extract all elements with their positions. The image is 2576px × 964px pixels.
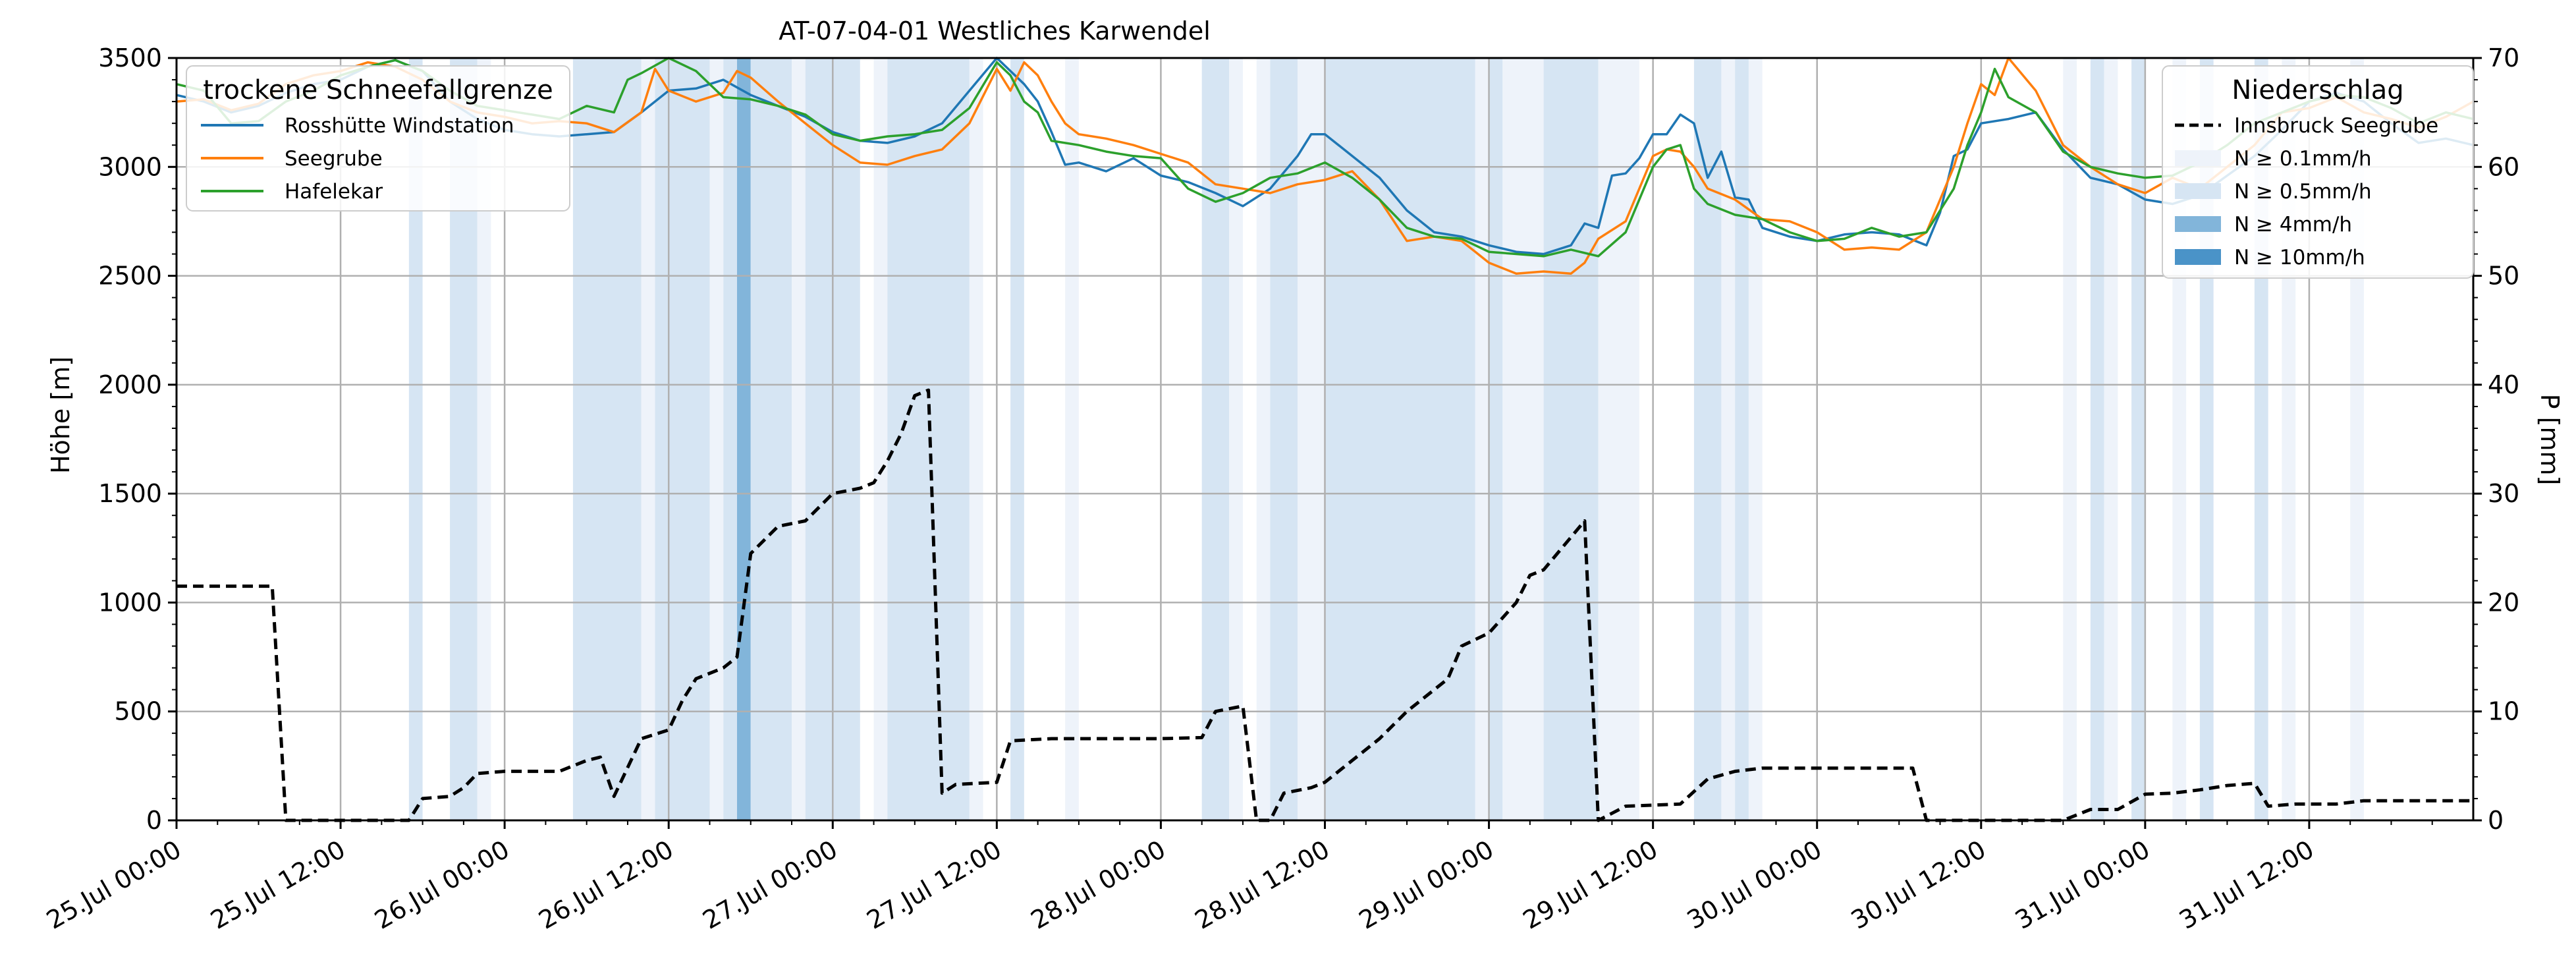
series-line-2 (176, 57, 2474, 258)
precip-band-23 (1475, 58, 1489, 820)
legend-label-innsbruck-seegrube: Innsbruck Seegrube (2234, 114, 2438, 138)
x-tick-label-4: 27.Jul 00:00 (698, 835, 842, 935)
x-tick-label-3: 26.Jul 12:00 (534, 835, 678, 935)
y-left-tick-label-3: 1500 (98, 479, 162, 508)
precip-band-15 (1010, 58, 1024, 820)
series-line-1 (176, 57, 2474, 275)
precip-band-14 (969, 58, 983, 820)
precip-band-2 (477, 58, 491, 820)
precip-band-18 (1229, 58, 1243, 820)
precip-band-6 (709, 58, 724, 820)
y-left-tick-label-2: 1000 (98, 588, 162, 617)
legend-label-n05: N ≥ 0.5mm/h (2234, 180, 2372, 204)
precip-band-4 (641, 58, 655, 820)
precipitation-bands (408, 58, 2364, 820)
x-tick-label-12: 31.Jul 00:00 (2010, 835, 2154, 935)
y-right-tick-label-7: 70 (2488, 43, 2519, 72)
legend-label-seegrube: Seegrube (285, 147, 383, 171)
y-left-tick-label-0: 0 (146, 806, 162, 835)
precip-band-8 (736, 58, 751, 820)
x-tick-label-13: 31.Jul 12:00 (2174, 835, 2318, 935)
legend-swatch-n4 (2175, 216, 2221, 232)
y-right-tick-label-3: 30 (2488, 479, 2519, 508)
legend-label-n10: N ≥ 10mm/h (2234, 246, 2365, 269)
legend-label-n01: N ≥ 0.1mm/h (2234, 147, 2372, 171)
legend-swatch-n10 (2175, 249, 2221, 265)
x-tick-label-11: 30.Jul 12:00 (1846, 835, 1990, 935)
precip-band-3 (572, 58, 642, 820)
precip-band-19 (1256, 58, 1271, 820)
y-right-tick-label-2: 20 (2488, 588, 2519, 617)
precip-band-24 (1489, 58, 1503, 820)
y-axis-label-left: Höhe [m] (46, 356, 75, 474)
precip-band-27 (1598, 58, 1639, 820)
precip-band-13 (887, 58, 970, 820)
precip-band-21 (1297, 58, 1325, 820)
precip-band-25 (1502, 58, 1544, 820)
precip-band-10 (792, 58, 806, 820)
precip-band-34 (2104, 58, 2118, 820)
y-axis-label-right: P [mm] (2535, 394, 2564, 486)
precip-band-22 (1325, 58, 1475, 820)
y-right-tick-label-5: 50 (2488, 262, 2519, 291)
y-right-tick-label-6: 60 (2488, 152, 2519, 181)
x-tick-label-6: 28.Jul 00:00 (1026, 835, 1170, 935)
x-tick-label-0: 25.Jul 00:00 (41, 835, 186, 935)
precip-band-30 (1735, 58, 1749, 820)
precip-band-9 (750, 58, 792, 820)
legend-right: Niederschlag Innsbruck Seegrube N ≥ 0.1m… (2162, 65, 2474, 279)
precip-band-12 (873, 58, 888, 820)
legend-swatch-n05 (2175, 183, 2221, 199)
precip-band-17 (1201, 58, 1230, 820)
x-tick-label-8: 29.Jul 00:00 (1354, 835, 1498, 935)
chart-title: AT-07-04-01 Westliches Karwendel (779, 16, 1211, 45)
precip-band-7 (723, 58, 737, 820)
legend-label-hafelekar: Hafelekar (285, 180, 383, 204)
y-left-tick-label-6: 3000 (98, 152, 162, 181)
precip-band-29 (1721, 58, 1736, 820)
precip-band-5 (655, 58, 710, 820)
x-tick-label-10: 30.Jul 00:00 (1682, 835, 1826, 935)
y-right-tick-label-1: 10 (2488, 697, 2519, 726)
x-tick-label-9: 29.Jul 12:00 (1518, 835, 1662, 935)
precip-band-32 (2063, 58, 2077, 820)
legend-label-n4: N ≥ 4mm/h (2234, 213, 2352, 237)
legend-label-rosshuette: Rosshütte Windstation (285, 114, 514, 138)
precip-band-28 (1693, 58, 1722, 820)
precip-band-31 (1748, 58, 1763, 820)
y-right-tick-label-0: 0 (2488, 806, 2504, 835)
x-tick-label-7: 28.Jul 12:00 (1190, 835, 1334, 935)
x-tick-label-5: 27.Jul 12:00 (862, 835, 1006, 935)
y-left-tick-label-1: 500 (114, 697, 162, 726)
y-left-tick-label-7: 3500 (98, 43, 162, 72)
precip-band-26 (1543, 58, 1599, 820)
x-tick-label-1: 25.Jul 12:00 (206, 835, 350, 935)
y-right-tick-label-4: 40 (2488, 370, 2519, 399)
precip-band-35 (2131, 58, 2145, 820)
precip-band-0 (408, 58, 423, 820)
y-left-tick-label-5: 2500 (98, 262, 162, 291)
legend-right-title: Niederschlag (2232, 75, 2403, 105)
x-tick-label-2: 26.Jul 00:00 (370, 835, 514, 935)
legend-left: trockene Schneefallgrenze Rosshütte Wind… (186, 65, 570, 212)
legend-swatch-n01 (2175, 150, 2221, 166)
legend-left-title: trockene Schneefallgrenze (203, 75, 553, 105)
precip-band-16 (1065, 58, 1079, 820)
y-left-tick-label-4: 2000 (98, 370, 162, 399)
precip-band-33 (2090, 58, 2104, 820)
